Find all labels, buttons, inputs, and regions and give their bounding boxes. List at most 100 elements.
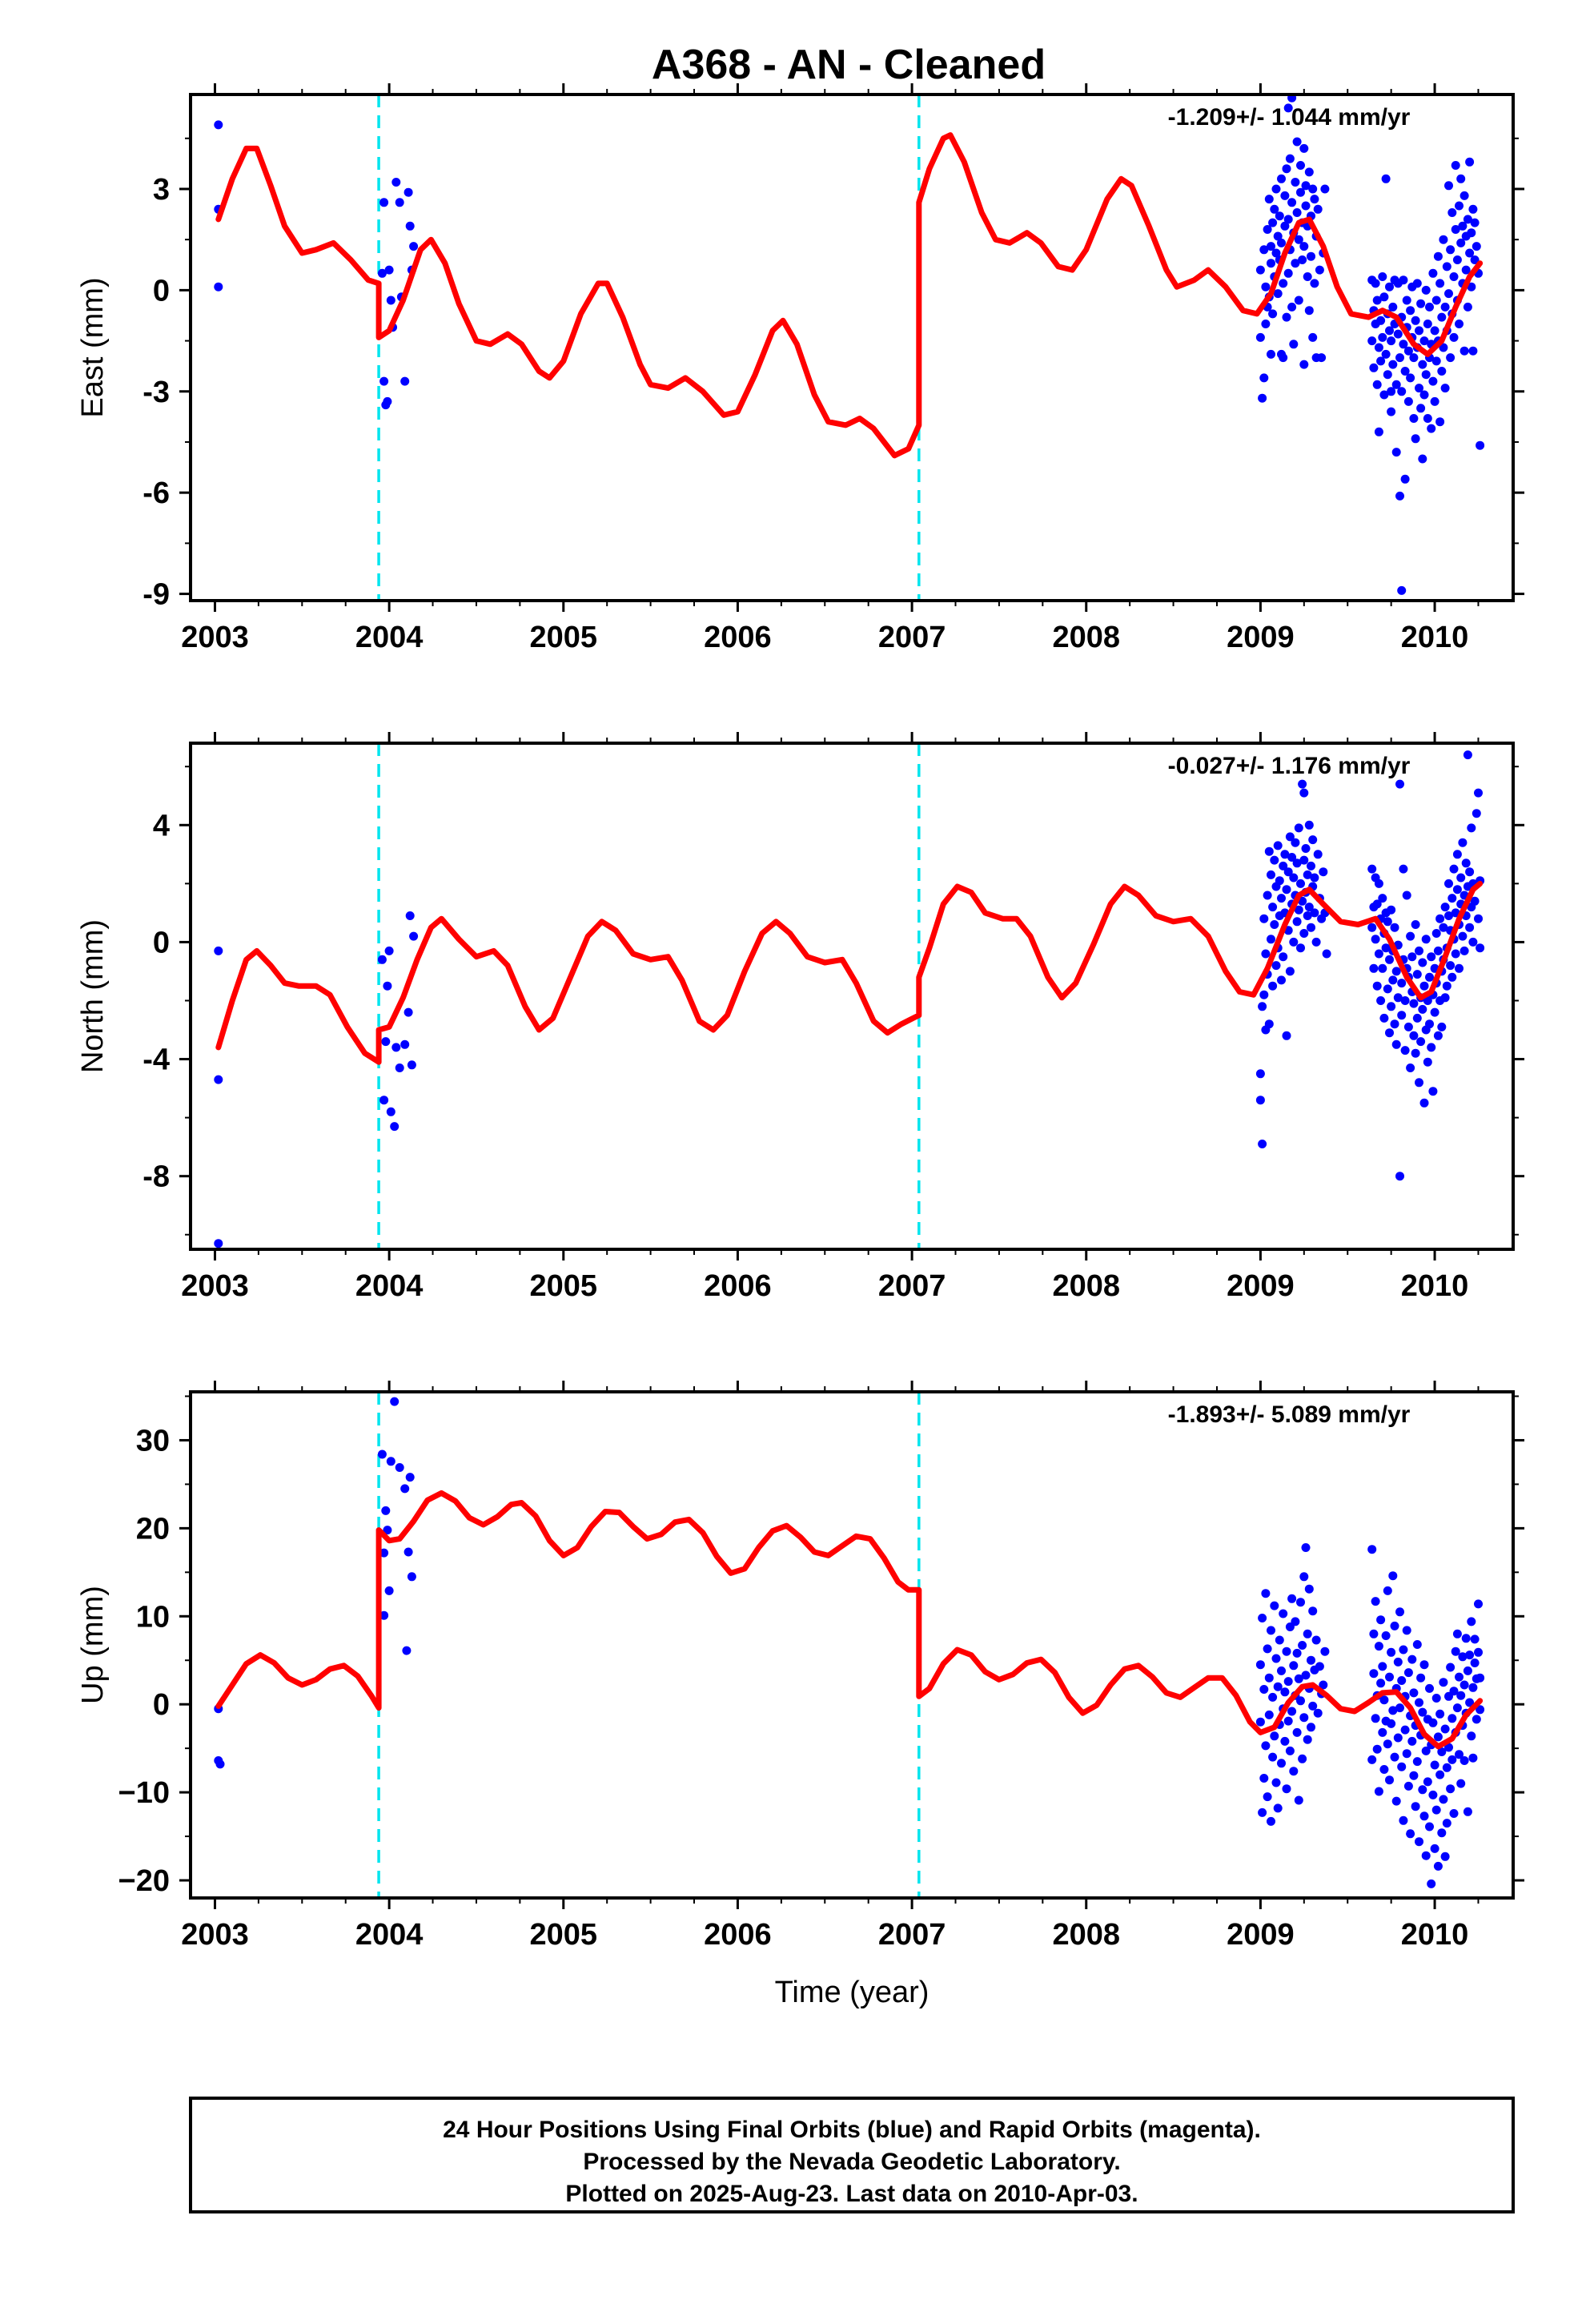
east-data-point (1317, 353, 1327, 363)
east-data-point (1446, 245, 1456, 255)
east-y-tick-label: -9 (143, 578, 170, 612)
east-data-point (1455, 201, 1464, 211)
north-data-point (1452, 885, 1462, 895)
up-data-point (1467, 1617, 1476, 1626)
east-data-point (1409, 414, 1419, 423)
north-data-point (1395, 1172, 1404, 1181)
up-data-point (1440, 1724, 1450, 1734)
north-data-point (1372, 899, 1382, 909)
east-data-point (1458, 221, 1468, 231)
up-data-point (1277, 1666, 1286, 1675)
north-x-tick-label: 2003 (181, 1269, 249, 1303)
north-data-point (1423, 1057, 1432, 1067)
east-data-point (1261, 320, 1271, 328)
north-data-point (1270, 855, 1279, 865)
east-data-point (1280, 221, 1290, 231)
east-data-point (1465, 157, 1475, 167)
east-data-point (1299, 242, 1309, 251)
east-data-point (1383, 370, 1392, 380)
north-data-point (1411, 920, 1420, 929)
east-data-point (1271, 184, 1281, 194)
up-data-point (1476, 1705, 1485, 1715)
up-x-axis-label: Time (year) (775, 1976, 930, 2009)
north-data-point (1292, 917, 1302, 927)
up-data-point (381, 1506, 391, 1515)
north-data-point (1299, 929, 1309, 938)
caption-line-2: Processed by the Nevada Geodetic Laborat… (583, 2149, 1120, 2175)
caption-box: 24 Hour Positions Using Final Orbits (bl… (189, 2097, 1515, 2213)
up-data-point (1282, 1784, 1291, 1794)
north-data-point (1461, 858, 1471, 868)
up-data-point (1383, 1586, 1392, 1595)
up-data-point (1289, 1767, 1299, 1776)
plot-title: A368 - AN - Cleaned (652, 42, 1046, 88)
north-x-tick-label: 2005 (530, 1269, 598, 1303)
east-data-point (379, 376, 389, 386)
north-data-point (1423, 996, 1432, 1005)
east-data-point (1307, 251, 1315, 261)
east-x-tick-label: 2008 (1052, 621, 1120, 654)
north-data-point (1444, 879, 1453, 888)
up-x-tick-label: 2005 (530, 1918, 598, 1952)
east-data-point (404, 187, 413, 197)
east-data-point (1294, 296, 1303, 305)
east-data-point (1296, 161, 1305, 170)
north-data-point (1433, 1031, 1443, 1040)
north-data-point (1378, 963, 1387, 973)
east-data-point (1411, 316, 1420, 325)
north-data-point (1304, 903, 1314, 912)
up-data-point (1456, 1779, 1466, 1788)
east-data-point (1416, 299, 1426, 308)
east-data-point (1439, 235, 1448, 244)
east-data-point (1283, 103, 1293, 113)
north-data-point (404, 1007, 413, 1017)
east-x-tick-label: 2006 (704, 621, 772, 654)
caption-frame (189, 2097, 1515, 2213)
east-data-point (1421, 285, 1431, 295)
up-data-point (1282, 1647, 1291, 1656)
north-data-point (1433, 946, 1443, 955)
east-data-point (214, 120, 223, 130)
east-data-point (1385, 326, 1394, 336)
east-data-point (1451, 161, 1460, 170)
east-frame (189, 93, 1515, 602)
north-data-point (1310, 908, 1319, 918)
up-data-point (1277, 1759, 1286, 1768)
east-data-point (1406, 306, 1415, 316)
east-x-tick-label: 2007 (878, 621, 946, 654)
up-data-point (1399, 1815, 1408, 1825)
east-data-point (1395, 491, 1404, 501)
north-data-point (1292, 858, 1302, 868)
up-data-point (390, 1397, 400, 1406)
north-data-point (1435, 914, 1445, 923)
north-data-point (1270, 920, 1279, 929)
up-data-point (1261, 1741, 1271, 1751)
caption-line-3: Plotted on 2025-Aug-23. Last data on 201… (565, 2181, 1138, 2207)
north-data-point (1395, 779, 1404, 789)
east-data-point (1301, 201, 1311, 211)
east-data-point (1421, 370, 1431, 380)
east-data-point (1287, 198, 1297, 207)
east-data-point (1283, 215, 1293, 224)
north-data-point (386, 1107, 396, 1116)
east-data-point (1372, 380, 1382, 389)
north-data-point (1465, 923, 1475, 932)
north-data-point (1390, 1019, 1399, 1029)
east-data-point (1423, 320, 1432, 328)
north-data-point (1255, 1096, 1265, 1105)
up-data-point (1296, 1598, 1305, 1607)
north-data-point (1285, 832, 1295, 842)
east-data-point (1255, 265, 1265, 275)
north-data-point (1259, 914, 1269, 923)
up-data-point (1393, 1733, 1403, 1743)
east-data-point (1374, 343, 1383, 352)
north-data-point (1409, 1031, 1419, 1040)
east-data-point (1310, 279, 1319, 288)
north-data-point (1303, 870, 1312, 879)
up-data-point (1423, 1777, 1432, 1787)
north-data-point (1402, 891, 1411, 900)
up-x-tick-label: 2007 (878, 1918, 946, 1952)
east-data-point (1397, 387, 1407, 396)
east-data-point (1470, 218, 1480, 227)
north-data-point (1465, 867, 1475, 877)
